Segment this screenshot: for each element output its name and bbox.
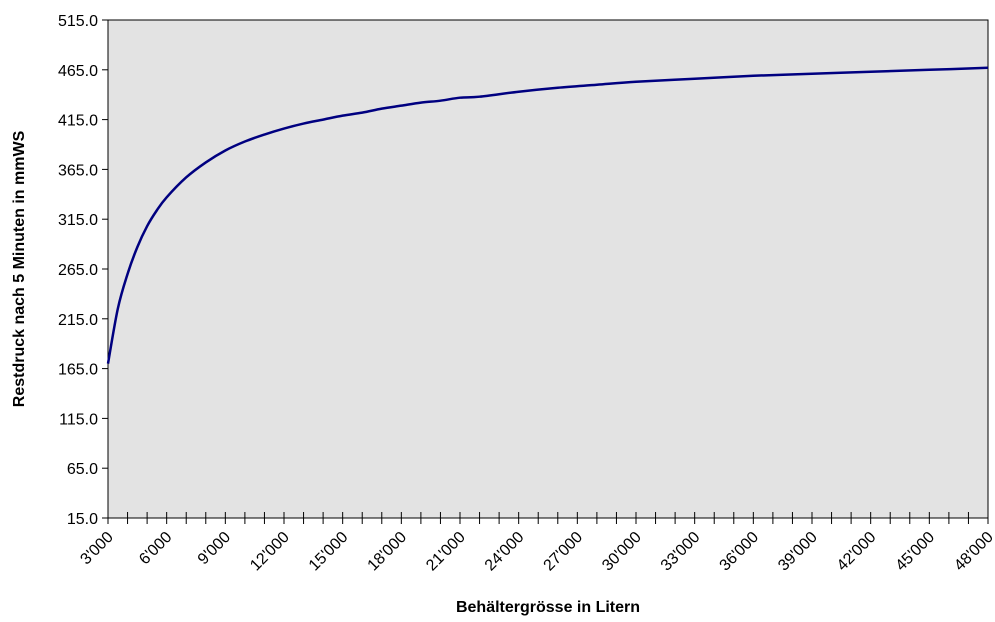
x-tick-label: 48'000 — [951, 529, 995, 575]
x-tick-label: 12'000 — [247, 529, 293, 575]
x-tick-label: 18'000 — [365, 529, 411, 575]
y-axis: 515.0 465.0 415.0 365.0 315.0 265.0 215.0 165.0… — [58, 13, 109, 528]
x-tick-label: 45'000 — [893, 529, 939, 575]
series-line — [106, 66, 989, 364]
x-tick-label: 36'000 — [717, 529, 763, 575]
x-tick-label: 39'000 — [775, 529, 821, 575]
plot-area — [107, 19, 989, 519]
x-axis: 3'000 6'000 9'000 12'000 15'000 18'000 21'000 2… — [77, 512, 995, 574]
y-axis-title: Restdruck nach 5 Minuten in mmWS — [11, 130, 28, 407]
y-tick-label: 515.0 — [58, 13, 98, 30]
x-tick-label: 33'000 — [658, 529, 704, 575]
y-tick-label: 115.0 — [59, 411, 98, 428]
y-tick-label: 465.0 — [58, 63, 98, 80]
y-tick-label: 215.0 — [58, 312, 98, 329]
x-tick-label: 21'000 — [423, 529, 469, 575]
x-axis-title: Behältergrösse in Litern — [456, 599, 640, 616]
x-tick-label: 9'000 — [195, 529, 234, 568]
x-tick-label: 27'000 — [541, 529, 587, 575]
y-tick-label: 365.0 — [58, 162, 98, 179]
y-tick-label: 265.0 — [58, 262, 98, 279]
x-tick-label: 30'000 — [599, 529, 645, 575]
y-tick-label: 315.0 — [58, 212, 98, 229]
x-tick-label: 3'000 — [77, 529, 116, 568]
y-tick-label: 65.0 — [67, 461, 98, 478]
x-tick-label: 24'000 — [482, 529, 528, 575]
y-tick-label: 15.0 — [67, 511, 98, 528]
x-tick-label: 42'000 — [834, 529, 880, 575]
y-tick-label: 165.0 — [58, 362, 98, 379]
y-tick-label: 415.0 — [58, 113, 98, 130]
x-tick-label: 15'000 — [306, 529, 352, 575]
x-tick-label: 6'000 — [136, 529, 175, 568]
